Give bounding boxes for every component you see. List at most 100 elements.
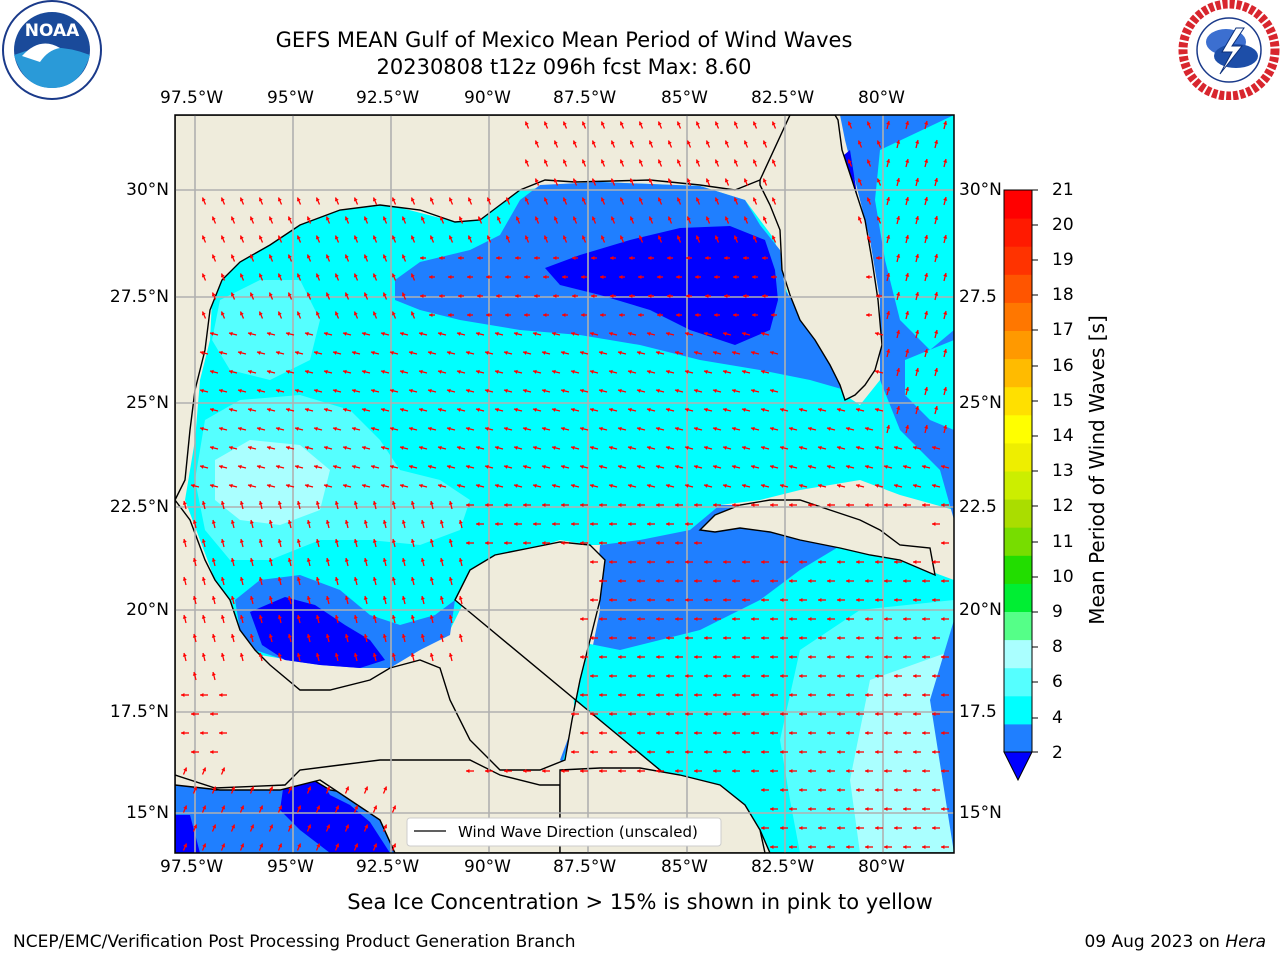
lon-label: 85°W [661,88,708,108]
wave-direction-arrowhead [610,140,615,145]
wave-direction-arrowhead [296,235,301,240]
wave-direction-arrowhead [306,596,311,600]
wave-direction-arrowhead [239,273,244,278]
wave-direction-arrowhead [248,369,252,374]
wave-direction-arrowhead [915,406,920,410]
wave-direction-arrowhead [381,369,385,374]
wave-direction-arrowhead [458,520,463,524]
wave-direction-arrowhead [181,692,185,698]
wave-direction-arrowhead [590,749,594,755]
wave-direction-arrowhead [856,673,860,679]
wave-direction-arrowhead [181,730,185,736]
wave-direction-arrowhead [685,369,689,374]
wave-direction-arrowhead [865,426,869,431]
wave-direction-arrowhead [552,407,556,412]
wave-direction-arrowhead [818,635,822,641]
wave-direction-arrowhead [922,692,926,698]
wave-direction-arrowhead [875,407,879,412]
wave-direction-arrowhead [533,521,537,527]
noaa-logo-icon: NOAA [0,0,104,104]
wave-direction-arrowhead [220,311,225,316]
wave-direction-arrowhead [724,255,728,261]
wave-direction-arrowhead [771,121,776,126]
wave-direction-arrowhead [439,558,444,562]
wave-direction-arrowhead [704,635,708,641]
wave-direction-arrowhead [278,843,283,848]
wave-direction-arrowhead [943,349,948,353]
wave-direction-arrowhead [941,768,945,774]
wave-direction-arrowhead [382,634,387,638]
wave-direction-arrowhead [666,331,670,336]
wave-direction-arrowhead [268,292,273,297]
wave-direction-arrowhead [201,653,206,657]
wave-direction-arrowhead [837,559,841,565]
wave-direction-arrowhead [789,692,793,698]
wave-direction-arrowhead [524,235,529,240]
wave-direction-arrowhead [799,635,803,641]
wave-direction-arrowhead [447,350,451,355]
wave-direction-arrowhead [619,121,624,126]
wave-direction-arrowhead [287,558,292,562]
wave-direction-arrowhead [381,407,385,412]
wave-direction-arrowhead [865,768,869,774]
wave-direction-arrowhead [306,520,311,524]
wave-direction-arrowhead [714,235,719,240]
wave-direction-arrowhead [485,350,489,355]
wave-direction-arrowhead [752,235,757,240]
wave-direction-arrowhead [410,197,415,202]
wave-direction-arrowhead [600,312,604,318]
wave-direction-arrowhead [827,844,831,850]
wave-direction-arrowhead [724,140,729,145]
wave-direction-arrowhead [932,787,936,793]
wave-direction-arrowhead [876,293,880,299]
wave-direction-arrowhead [770,730,774,736]
wave-direction-arrowhead [638,197,643,202]
wave-direction-arrowhead [542,540,546,546]
wave-direction-arrowhead [591,140,596,145]
wave-direction-arrowhead [789,844,793,850]
wave-direction-arrowhead [704,407,708,412]
wave-direction-arrowhead [856,597,860,603]
wave-direction-arrowhead [590,445,594,450]
wave-direction-arrowhead [943,197,948,201]
wave-direction-arrowhead [372,273,377,278]
wave-direction-arrowhead [201,615,206,619]
wave-direction-arrowhead [420,596,425,600]
wave-direction-arrowhead [618,692,622,698]
wave-direction-arrowhead [229,407,233,412]
wave-direction-arrowhead [258,577,263,581]
wave-direction-arrowhead [419,331,423,336]
wave-direction-arrowhead [856,635,860,641]
wave-direction-arrowhead [742,635,746,641]
wave-direction-arrowhead [610,293,614,299]
wave-direction-arrowhead [628,521,632,527]
wave-direction-arrowhead [941,654,945,660]
wave-direction-arrowhead [533,407,537,412]
wave-direction-arrowhead [818,483,822,488]
wave-direction-arrowhead [857,140,862,145]
wave-direction-arrowhead [875,331,879,336]
wave-direction-arrowhead [896,406,901,410]
wave-direction-arrowhead [192,672,197,676]
wave-direction-arrowhead [780,673,784,679]
wave-direction-arrowhead [581,274,585,280]
wave-direction-arrowhead [364,824,369,829]
wave-direction-arrowhead [705,178,710,183]
wave-direction-arrowhead [846,768,850,774]
wave-direction-arrowhead [799,559,803,565]
wave-direction-arrowhead [884,654,888,660]
wave-direction-arrowhead [523,388,527,393]
wave-direction-arrowhead [362,331,366,336]
wave-direction-arrowhead [514,483,518,488]
wave-direction-arrowhead [886,197,891,201]
wave-direction-arrowhead [486,274,490,280]
wave-direction-arrowhead [314,426,318,431]
wave-direction-arrowhead [428,388,432,393]
wave-direction-arrowhead [485,388,489,393]
wave-direction-arrowhead [258,501,263,505]
wave-direction-arrowhead [315,653,320,657]
wave-direction-arrowhead [865,692,869,698]
wave-direction-arrowhead [514,521,518,527]
lat-label: 30°N [959,180,1002,200]
wave-direction-arrowhead [647,673,651,679]
